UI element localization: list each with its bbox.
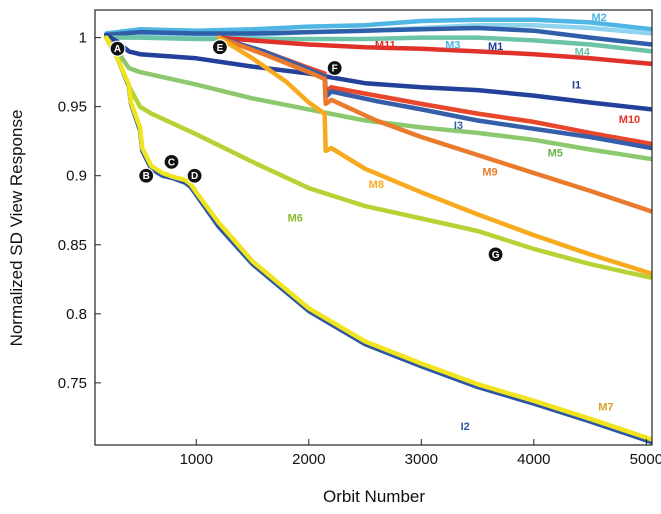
event-marker-c: C	[163, 153, 180, 171]
event-marker-circle	[109, 40, 126, 57]
event-marker-circle	[487, 246, 504, 263]
event-marker-f: F	[326, 59, 343, 77]
series-line-m4	[104, 35, 652, 54]
series-group	[104, 17, 652, 445]
event-marker-letter: D	[191, 171, 198, 182]
series-label-m3: M3	[445, 40, 460, 52]
event-marker-d: D	[186, 167, 203, 184]
series-label-m6: M6	[288, 212, 303, 224]
y-tick-label: 0.95	[58, 99, 87, 116]
y-axis-title: Normalized SD View Response	[7, 110, 26, 347]
event-marker-circle	[186, 167, 203, 184]
event-marker-letter: G	[492, 250, 500, 261]
event-marker-circle	[163, 153, 180, 171]
x-axis-title: Orbit Number	[323, 487, 425, 506]
series-line-m5	[104, 35, 652, 162]
series-line-m11	[216, 35, 652, 67]
series-label-m10: M10	[619, 114, 640, 126]
y-tick-label: 0.8	[66, 306, 87, 323]
event-marker-letter: B	[143, 171, 150, 182]
event-marker-circle	[326, 59, 343, 77]
series-line-m9	[216, 35, 652, 214]
event-marker-letter: C	[168, 157, 175, 168]
series-label-i3: I3	[454, 120, 463, 132]
event-marker-g: G	[487, 246, 504, 263]
series-label-m2: M2	[591, 12, 606, 24]
x-tick-label: 5000	[630, 451, 661, 468]
series-label-m4: M4	[575, 47, 591, 59]
event-marker-b: B	[138, 167, 155, 184]
series-label-m5: M5	[548, 147, 563, 159]
event-marker-letter: F	[332, 64, 338, 75]
axis-ticks: 1000 2000 3000 4000 5000 0.75 0.8 0.85 0.9 0.95 1	[58, 30, 661, 468]
event-marker-circle	[138, 167, 155, 184]
x-tick-label: 2000	[292, 451, 325, 468]
plot-area: M2 M3 M1 M4 M11 I1 M10 I3 M5 M9 M8 M6 I2 M7 A B C D E F G	[104, 12, 652, 445]
series-label-m1: M1	[488, 41, 503, 53]
y-tick-label: 0.75	[58, 375, 87, 392]
series-label-m7: M7	[598, 401, 613, 413]
plot-frame	[94, 9, 653, 446]
series-label-m9: M9	[482, 167, 497, 179]
series-line-m6	[104, 35, 652, 281]
y-tick-label: 0.9	[66, 168, 87, 185]
series-line-m1	[104, 25, 652, 47]
series-label-m11: M11	[375, 40, 396, 52]
y-tick-label: 0.85	[58, 237, 87, 254]
series-label-i2: I2	[461, 421, 470, 433]
event-marker-circle	[211, 39, 229, 56]
x-tick-label: 1000	[180, 451, 213, 468]
event-marker-letter: E	[217, 43, 224, 54]
series-line-m7	[104, 35, 652, 442]
event-marker-letter: A	[114, 44, 121, 55]
x-tick-label: 4000	[517, 451, 550, 468]
series-label-m8: M8	[369, 179, 384, 191]
series-line-i3	[216, 35, 652, 151]
series-label-i1: I1	[572, 80, 581, 92]
y-tick-label: 1	[79, 30, 87, 47]
series-line-m8	[216, 35, 652, 277]
event-marker-e: E	[211, 39, 229, 56]
x-tick-label: 3000	[405, 451, 438, 468]
series-line-m2	[104, 17, 652, 36]
event-marker-a: A	[109, 40, 126, 57]
